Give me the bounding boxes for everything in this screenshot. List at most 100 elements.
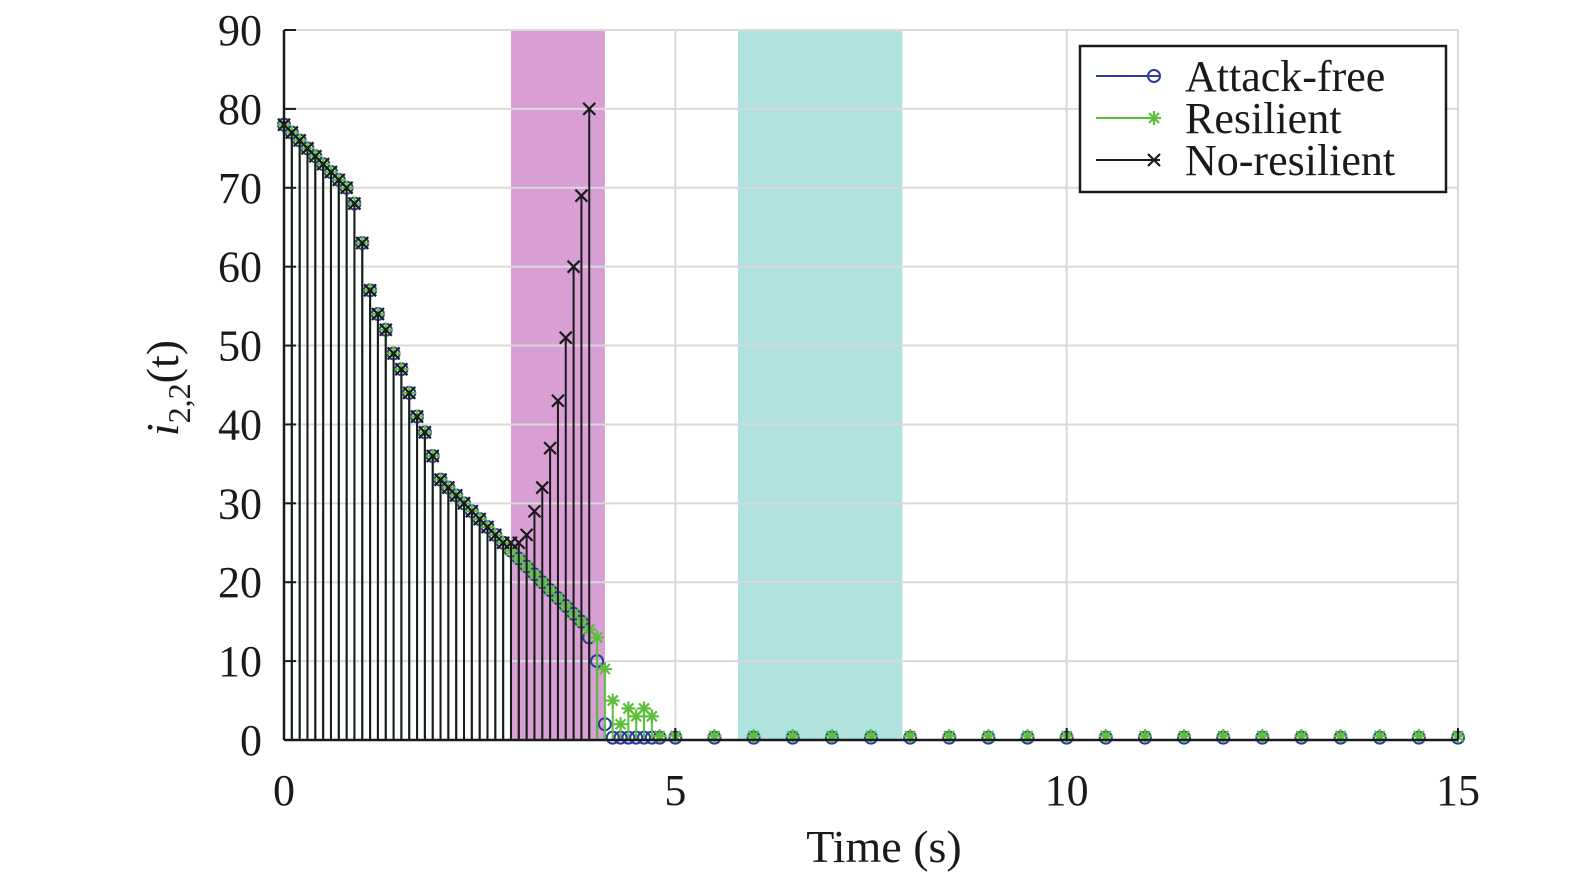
asterisk-stroke xyxy=(622,702,635,715)
data-point xyxy=(363,283,377,298)
y-tick-labels: 0 10 20 30 40 50 60 70 80 90 xyxy=(218,6,262,765)
asterisk-stroke xyxy=(591,631,603,644)
x-tick-labels: 0 5 10 15 xyxy=(273,766,1480,815)
cross-stroke xyxy=(558,330,573,345)
data-point xyxy=(527,504,542,519)
data-point xyxy=(621,701,636,716)
cross-stroke xyxy=(480,520,495,534)
data-point xyxy=(613,717,628,732)
data-point xyxy=(558,330,573,345)
cross-stroke xyxy=(425,449,440,463)
cross-stroke xyxy=(355,236,370,250)
legend-label: Resilient xyxy=(1185,94,1341,143)
data-point xyxy=(355,236,370,250)
data-point xyxy=(418,425,432,440)
cross-stroke xyxy=(378,322,393,337)
data-point xyxy=(394,362,409,377)
legend-label: Attack-free xyxy=(1185,52,1385,101)
asterisk-stroke xyxy=(614,718,627,731)
cross-stroke xyxy=(316,157,330,171)
legend-entry-no-resilient: No-resilient xyxy=(1096,136,1395,185)
cross-stroke xyxy=(574,188,589,203)
cross-stroke xyxy=(347,196,362,211)
cross-stroke xyxy=(332,173,346,187)
cross-stroke xyxy=(339,180,354,195)
data-point xyxy=(1147,111,1161,125)
y-tick-label: 0 xyxy=(240,716,262,765)
asterisk-stroke xyxy=(1148,112,1160,124)
x-axis-title: Time (s) xyxy=(806,821,962,872)
cross-stroke xyxy=(433,472,448,487)
data-point xyxy=(1147,153,1161,167)
y-tick-label: 40 xyxy=(218,400,262,449)
cross-stroke xyxy=(300,141,315,156)
cross-stroke xyxy=(394,362,409,377)
data-point xyxy=(543,441,557,455)
data-point xyxy=(339,180,354,195)
y-axis-title-subscript: 2,2 xyxy=(161,383,197,423)
cross-stroke xyxy=(488,528,503,542)
cross-stroke xyxy=(472,512,487,526)
data-point xyxy=(597,662,612,676)
cross-stroke xyxy=(519,528,534,542)
legend-label: No-resilient xyxy=(1185,136,1395,185)
asterisk-stroke xyxy=(599,663,611,675)
y-axis-title-main: i xyxy=(137,423,188,436)
data-point xyxy=(574,188,589,203)
cross-stroke xyxy=(371,307,385,321)
y-tick-label: 80 xyxy=(218,85,262,134)
legend-entry-resilient: Resilient xyxy=(1096,94,1341,143)
data-point xyxy=(590,630,605,645)
y-tick-label: 50 xyxy=(218,322,262,371)
cross-stroke xyxy=(285,125,299,140)
cross-stroke xyxy=(566,259,581,274)
data-point xyxy=(402,386,417,400)
y-tick-label: 10 xyxy=(218,637,262,686)
data-point xyxy=(371,307,385,321)
cross-stroke xyxy=(410,409,424,424)
cross-stroke xyxy=(1147,153,1161,167)
series-no-resilient xyxy=(277,102,597,741)
data-point xyxy=(566,259,581,274)
data-point xyxy=(535,480,550,495)
cross-stroke xyxy=(582,102,597,116)
axes xyxy=(282,29,1459,742)
x-tick-label: 0 xyxy=(273,766,295,815)
cross-stroke xyxy=(551,393,565,408)
y-axis-title-tail: (t) xyxy=(137,340,188,383)
x-tick-label: 10 xyxy=(1045,766,1089,815)
y-tick-label: 30 xyxy=(218,479,262,528)
cross-stroke xyxy=(535,480,550,495)
cross-stroke xyxy=(457,496,471,511)
data-point xyxy=(347,196,362,211)
legend-entry-attack-free: Attack-free xyxy=(1096,52,1385,101)
data-point xyxy=(519,528,534,542)
asterisk-stroke xyxy=(638,702,650,715)
cross-stroke xyxy=(543,441,557,455)
data-point xyxy=(605,693,620,708)
y-tick-label: 60 xyxy=(218,243,262,292)
cross-stroke xyxy=(324,165,338,179)
y-tick-label: 20 xyxy=(218,558,262,607)
data-point xyxy=(378,322,393,337)
cross-stroke xyxy=(527,504,542,519)
cross-stroke xyxy=(418,425,432,440)
data-point xyxy=(386,346,401,361)
x-tick-label: 5 xyxy=(664,766,686,815)
cross-stroke xyxy=(465,504,479,519)
data-point xyxy=(1147,69,1161,83)
cross-stroke xyxy=(441,480,456,495)
cross-stroke xyxy=(402,386,417,400)
data-point xyxy=(425,449,440,463)
cross-stroke xyxy=(386,346,401,361)
data-point xyxy=(410,409,424,424)
data-point xyxy=(551,393,565,408)
y-tick-label: 70 xyxy=(218,164,262,213)
cross-stroke xyxy=(292,133,307,148)
data-point xyxy=(644,709,659,724)
x-tick-label: 15 xyxy=(1436,766,1480,815)
cross-stroke xyxy=(449,488,463,503)
asterisk-stroke xyxy=(606,694,619,707)
